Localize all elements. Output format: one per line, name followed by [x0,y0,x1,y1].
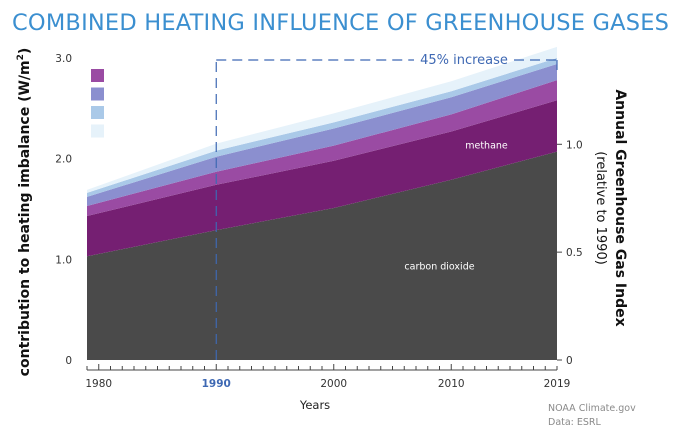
increase-annotation: 45% increase [420,53,508,68]
y2-axis-subtitle: (relative to 1990) [593,151,608,265]
area-other-minor-gases [87,46,557,193]
xtick-label: 1980 [85,378,112,390]
chart-title: COMBINED HEATING INFLUENCE OF GREENHOUSE… [12,10,670,36]
legend-swatch-nitrous-oxide [91,69,104,82]
legend-label-nitrous-oxide: nitrous oxide [108,72,170,83]
xtick-label: 2000 [320,378,347,390]
ytick-label: 2.0 [55,154,72,166]
legend-label-other-minor-gases: other minor gases [108,127,195,138]
xtick-label: 1990 [202,378,231,390]
series-label-methane: methane [465,141,508,152]
area-cfc-11 [87,58,557,197]
legend-swatch-cfc-12 [91,87,104,101]
legend-swatch-other-minor-gases [91,124,104,138]
stacked-areas [87,46,557,360]
y2tick-label: 0 [566,355,573,367]
ytick-label: 0 [65,355,72,367]
x-axis-title: Years [299,398,330,412]
ytick-label: 3.0 [55,53,72,65]
y2-axis-title: Annual Greenhouse Gas Index [612,89,628,326]
xtick-label: 2010 [438,378,465,390]
area-cfc-12 [87,64,557,206]
y2tick-label: 1.0 [566,139,583,151]
legend-swatch-cfc-11 [91,106,104,119]
ytick-label: 1.0 [55,254,72,266]
series-label-carbon-dioxide: carbon dioxide [404,261,474,272]
y-axis-title: contribution to heating imbalance (W/m2) [16,48,33,377]
legend-label-cfc-11: CFC-11 [108,109,142,120]
chart-overlay: 45% increase carbon dioxide methane nitrous… [16,48,628,412]
xtick-label: 2019 [544,378,571,390]
area-nitrous-oxide [87,80,557,216]
area-methane [87,100,557,257]
legend-label-cfc-12: CFC-12 [108,90,142,101]
area-carbon-dioxide [87,151,557,360]
credit-source: NOAA Climate.gov [548,403,636,414]
credit-data: Data: ESRL [548,417,601,428]
y2tick-label: 0.5 [566,247,583,259]
